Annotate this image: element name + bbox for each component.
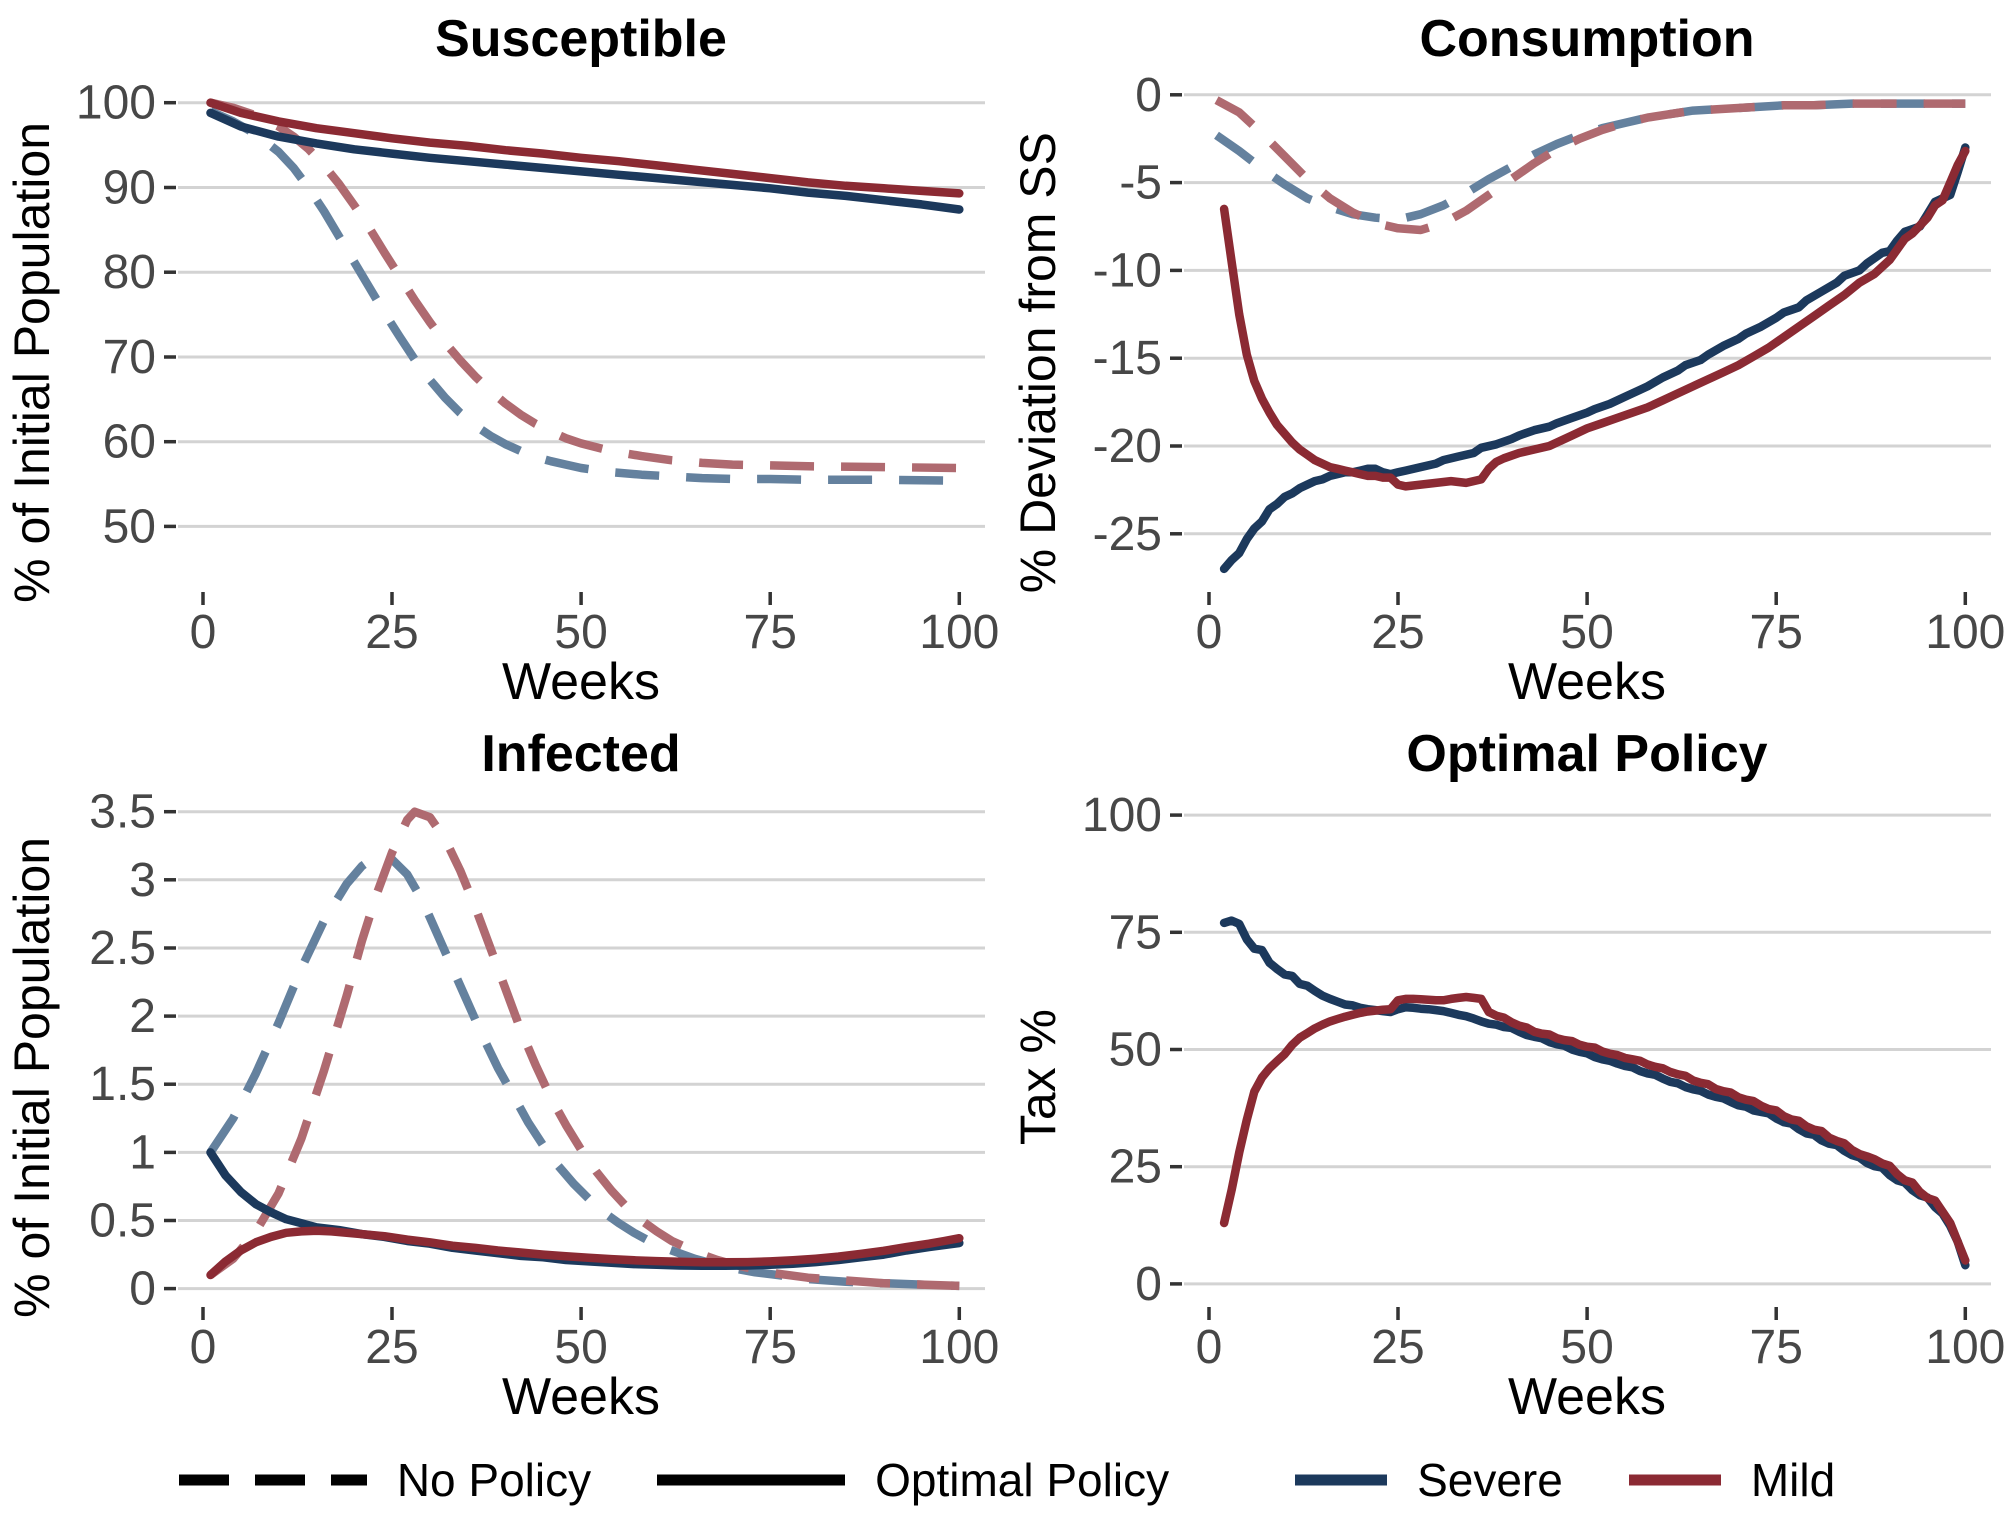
svg-text:25: 25 [1371,606,1424,655]
svg-text:50: 50 [1560,606,1613,655]
svg-text:3: 3 [129,854,156,907]
svg-text:1.5: 1.5 [89,1058,156,1111]
svg-text:1: 1 [129,1126,156,1179]
svg-text:0.5: 0.5 [89,1195,156,1248]
svg-text:2: 2 [129,990,156,1043]
y-axis-label-consumption: % Deviation from SS [1010,131,1066,594]
svg-text:75: 75 [1750,606,1803,655]
svg-text:90: 90 [103,162,156,215]
plot-optimal-policy: 0 25 50 75 100 0 25 50 75 100 [1082,789,2005,1370]
svg-text:50: 50 [103,500,156,553]
y-axis-label-infected: % of Initial Population [4,837,60,1318]
svg-text:75: 75 [1750,1321,1803,1370]
mild-line-swatch [1628,1474,1721,1486]
y-axis-label-optimal-policy: Tax % [1010,1009,1066,1146]
legend-item-no-policy: No Policy [177,1453,591,1507]
svg-text:0: 0 [1135,1258,1162,1311]
legend-label-optimal-policy: Optimal Policy [875,1454,1170,1506]
svg-text:25: 25 [1109,1141,1162,1194]
svg-text:100: 100 [76,77,156,130]
svg-text:50: 50 [554,1321,607,1370]
x-axis-label-consumption: Weeks [1508,653,1666,711]
x-axis-label-susceptible: Weeks [502,653,660,711]
svg-text:0: 0 [129,1263,156,1316]
svg-text:75: 75 [744,606,797,655]
svg-text:25: 25 [365,1321,418,1370]
svg-text:50: 50 [1560,1321,1613,1370]
dashed-line-swatch [178,1474,367,1486]
panel-consumption: Consumption % Deviation from SS 0 -5 -10 -1… [1006,0,2012,715]
legend-label-no-policy: No Policy [396,1454,592,1506]
legend-item-severe: Severe [1293,1453,1563,1507]
svg-text:0: 0 [190,1321,217,1370]
legend: No Policy Optimal Policy Severe Mild [0,1430,2012,1530]
svg-text:-10: -10 [1093,244,1162,297]
svg-text:100: 100 [1925,1321,2005,1370]
x-axis-label-optimal-policy: Weeks [1508,1368,1666,1426]
svg-text:25: 25 [365,606,418,655]
panel-title-consumption: Consumption [1419,10,1755,68]
x-axis-label-infected: Weeks [502,1368,660,1426]
plot-infected: 0 0.5 1 1.5 2 2.5 3 3.5 0 25 50 75 100 [89,786,999,1370]
legend-item-optimal-policy: Optimal Policy [655,1453,1169,1507]
legend-item-mild: Mild [1627,1453,1835,1507]
svg-text:100: 100 [919,1321,999,1370]
svg-text:-5: -5 [1119,157,1162,210]
plot-consumption: 0 -5 -10 -15 -20 -25 0 25 50 75 100 [1093,70,2006,655]
svg-text:0: 0 [1196,606,1223,655]
plot-susceptible: 50 60 70 80 90 100 0 25 50 75 100 [76,77,999,655]
svg-text:60: 60 [103,416,156,469]
svg-text:-25: -25 [1093,508,1162,561]
solid-line-swatch [657,1474,846,1486]
panel-infected: Infected % of Initial Population 0 0.5 1 1.… [0,715,1006,1430]
svg-text:70: 70 [103,331,156,384]
panel-title-optimal-policy: Optimal Policy [1406,725,1768,783]
svg-text:75: 75 [1109,906,1162,959]
panel-title-susceptible: Susceptible [435,10,727,68]
svg-text:0: 0 [1196,1321,1223,1370]
svg-text:50: 50 [1109,1024,1162,1077]
svg-text:100: 100 [1925,606,2005,655]
svg-text:100: 100 [919,606,999,655]
svg-text:2.5: 2.5 [89,922,156,975]
legend-label-severe: Severe [1417,1454,1563,1506]
svg-text:25: 25 [1371,1321,1424,1370]
svg-text:50: 50 [554,606,607,655]
panel-optimal-policy: Optimal Policy Tax % 0 25 50 75 100 0 25 50 75 10… [1006,715,2012,1430]
y-axis-label-susceptible: % of Initial Population [4,122,60,603]
svg-text:100: 100 [1082,789,1162,842]
panel-title-infected: Infected [481,725,681,783]
svg-text:-20: -20 [1093,420,1162,473]
svg-text:75: 75 [744,1321,797,1370]
svg-text:0: 0 [190,606,217,655]
legend-label-mild: Mild [1750,1454,1836,1506]
svg-text:3.5: 3.5 [89,786,156,839]
panel-susceptible: Susceptible % of Initial Population 50 60… [0,0,1006,715]
svg-text:-15: -15 [1093,332,1162,385]
svg-text:80: 80 [103,246,156,299]
severe-line-swatch [1295,1474,1388,1486]
svg-text:0: 0 [1135,70,1162,122]
